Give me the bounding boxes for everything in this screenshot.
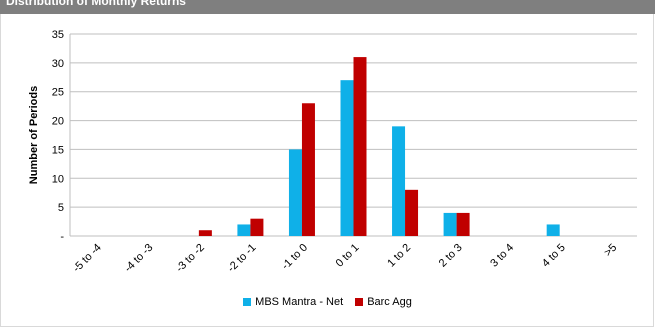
x-tick-label: 0 to 1 (334, 242, 362, 270)
x-tick-label: 1 to 2 (385, 242, 413, 270)
bar-series-1 (546, 224, 560, 236)
y-tick-label: 30 (52, 58, 64, 70)
x-tick-label: -4 to -3 (122, 242, 155, 275)
bar-series-1 (392, 126, 406, 236)
bar-series-2 (301, 103, 315, 236)
y-tick-label: 5 (58, 202, 64, 214)
bar-series-1 (288, 149, 302, 236)
x-tick-label: 3 to 4 (488, 242, 516, 270)
x-tick-label: >5 (602, 242, 619, 259)
chart-header-title: Distribution of Monthly Returns (6, 0, 186, 8)
bar-series-2 (250, 218, 264, 236)
x-tick-label: -3 to -2 (174, 242, 207, 275)
y-tick-label: 20 (52, 116, 64, 128)
y-tick-label: - (60, 231, 64, 243)
bar-series-2 (456, 212, 470, 236)
legend-label-series-1: MBS Mantra - Net (255, 296, 344, 308)
bar-series-1 (443, 212, 457, 236)
chart-frame (0, 14, 654, 327)
bar-series-2 (198, 230, 212, 236)
legend-swatch-series-2 (355, 298, 364, 306)
legend-item-series-2: Barc Agg (355, 296, 412, 308)
legend-swatch-series-1 (243, 298, 252, 306)
x-tick-label: 2 to 3 (437, 242, 465, 270)
x-tick-label: 4 to 5 (540, 242, 568, 270)
bar-series-1 (340, 80, 354, 237)
legend-item-series-1: MBS Mantra - Net (243, 296, 343, 308)
bar-series-1 (237, 224, 251, 236)
x-tick-label: -5 to -4 (71, 242, 104, 275)
x-tick-label: -1 to 0 (280, 242, 311, 273)
chart-legend: MBS Mantra - Net Barc Agg (0, 296, 655, 308)
bar-series-2 (405, 189, 419, 236)
x-tick-label: -2 to -1 (225, 242, 258, 275)
bar-series-2 (353, 57, 367, 237)
y-tick-label: 35 (52, 29, 64, 41)
y-axis-title: Number of Periods (28, 86, 40, 184)
y-tick-label: 10 (52, 173, 64, 185)
y-tick-label: 25 (52, 87, 64, 99)
y-tick-label: 15 (52, 144, 64, 156)
header-bar: Distribution of Monthly Returns (0, 0, 655, 14)
legend-label-series-2: Barc Agg (367, 296, 412, 308)
